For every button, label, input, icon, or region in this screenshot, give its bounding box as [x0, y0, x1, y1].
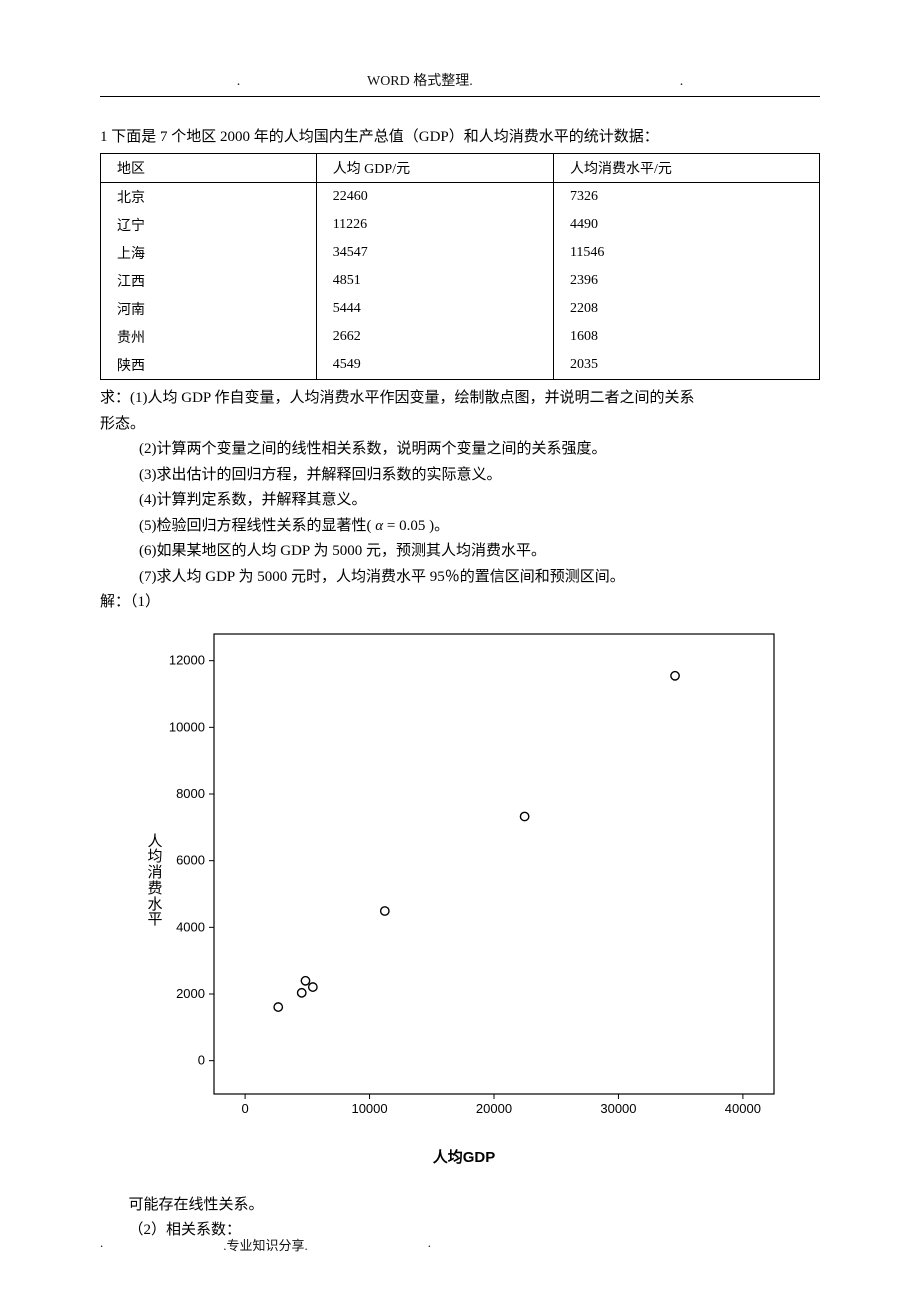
table-cell: 4851 [316, 267, 553, 295]
answer-label: 解：（1） [100, 590, 820, 616]
part-5: (5)检验回归方程线性关系的显著性( α = 0.05 )。 [100, 514, 820, 540]
table-row: 河南54442208 [101, 295, 820, 323]
part-3: (3)求出估计的回归方程，并解释回归系数的实际意义。 [100, 463, 820, 489]
svg-text:20000: 20000 [476, 1101, 512, 1116]
table-cell: 辽宁 [101, 211, 317, 239]
table-cell: 2662 [316, 323, 553, 351]
svg-text:12000: 12000 [169, 652, 205, 667]
question-body: 求：(1)人均 GDP 作自变量，人均消费水平作因变量，绘制散点图，并说明二者之… [100, 386, 820, 616]
svg-text:10000: 10000 [169, 719, 205, 734]
conclusion-1: 可能存在线性关系。 [100, 1193, 820, 1219]
table-row: 贵州26621608 [101, 323, 820, 351]
data-table: 地区 人均 GDP/元 人均消费水平/元 北京224607326辽宁112264… [100, 153, 820, 380]
col-region: 地区 [101, 154, 317, 183]
table-cell: 河南 [101, 295, 317, 323]
part-2: (2)计算两个变量之间的线性相关系数，说明两个变量之间的关系强度。 [100, 437, 820, 463]
table-cell: 陕西 [101, 351, 317, 380]
footer-left: . [100, 1235, 103, 1254]
table-cell: 34547 [316, 239, 553, 267]
table-cell: 1608 [553, 323, 819, 351]
document-page: . WORD 格式整理. . 1 下面是 7 个地区 2000 年的人均国内生产… [0, 0, 920, 1294]
table-cell: 4549 [316, 351, 553, 380]
part-1-b: 形态。 [100, 412, 820, 438]
col-consume: 人均消费水平/元 [553, 154, 819, 183]
part-7: (7)求人均 GDP 为 5000 元时，人均消费水平 95％的置信区间和预测区… [100, 565, 820, 591]
table-row: 陕西45492035 [101, 351, 820, 380]
scatter-chart: 人均消费水平 0 10000 20000 30000 40000 0 2000 4000 600… [144, 624, 784, 1144]
page-footer: . .专业知识分享. . [100, 1235, 820, 1254]
table-row: 上海3454711546 [101, 239, 820, 267]
table-cell: 上海 [101, 239, 317, 267]
table-cell: 4490 [553, 211, 819, 239]
table-cell: 2208 [553, 295, 819, 323]
table-cell: 2396 [553, 267, 819, 295]
svg-text:8000: 8000 [176, 786, 205, 801]
part-4: (4)计算判定系数，并解释其意义。 [100, 488, 820, 514]
table-cell: 11546 [553, 239, 819, 267]
part-6: (6)如果某地区的人均 GDP 为 5000 元，预测其人均消费水平。 [100, 539, 820, 565]
table-cell: 5444 [316, 295, 553, 323]
col-gdp: 人均 GDP/元 [316, 154, 553, 183]
table-cell: 江西 [101, 267, 317, 295]
header-dot-right: . [680, 74, 684, 89]
table-row: 辽宁112264490 [101, 211, 820, 239]
header-rule [100, 96, 820, 97]
table-cell: 7326 [553, 183, 819, 212]
table-header-row: 地区 人均 GDP/元 人均消费水平/元 [101, 154, 820, 183]
page-header: . WORD 格式整理. . [100, 70, 820, 96]
chart-xlabel: 人均GDP [144, 1146, 784, 1167]
footer-mid: .专业知识分享. [223, 1235, 308, 1254]
ask-label: 求： [100, 390, 130, 406]
header-dot-left: . [237, 74, 241, 89]
svg-text:0: 0 [198, 1052, 205, 1067]
table-cell: 北京 [101, 183, 317, 212]
svg-text:0: 0 [241, 1101, 248, 1116]
svg-text:40000: 40000 [725, 1101, 761, 1116]
scatter-svg: 0 10000 20000 30000 40000 0 2000 4000 6000 8000 10… [144, 624, 784, 1124]
svg-text:6000: 6000 [176, 852, 205, 867]
header-center-text: WORD 格式整理. [367, 74, 473, 89]
table-cell: 贵州 [101, 323, 317, 351]
chart-ylabel: 人均消费水平 [146, 834, 164, 929]
footer-right: . [428, 1235, 431, 1254]
table-cell: 2035 [553, 351, 819, 380]
table-cell: 11226 [316, 211, 553, 239]
svg-text:4000: 4000 [176, 919, 205, 934]
svg-text:10000: 10000 [351, 1101, 387, 1116]
svg-text:2000: 2000 [176, 986, 205, 1001]
table-row: 北京224607326 [101, 183, 820, 212]
ask-line: 求：(1)人均 GDP 作自变量，人均消费水平作因变量，绘制散点图，并说明二者之… [100, 386, 820, 412]
svg-text:30000: 30000 [600, 1101, 636, 1116]
question-title: 1 下面是 7 个地区 2000 年的人均国内生产总值（GDP）和人均消费水平的… [100, 125, 820, 149]
table-cell: 22460 [316, 183, 553, 212]
table-row: 江西48512396 [101, 267, 820, 295]
part-1-a: (1)人均 GDP 作自变量，人均消费水平作因变量，绘制散点图，并说明二者之间的… [130, 390, 694, 406]
